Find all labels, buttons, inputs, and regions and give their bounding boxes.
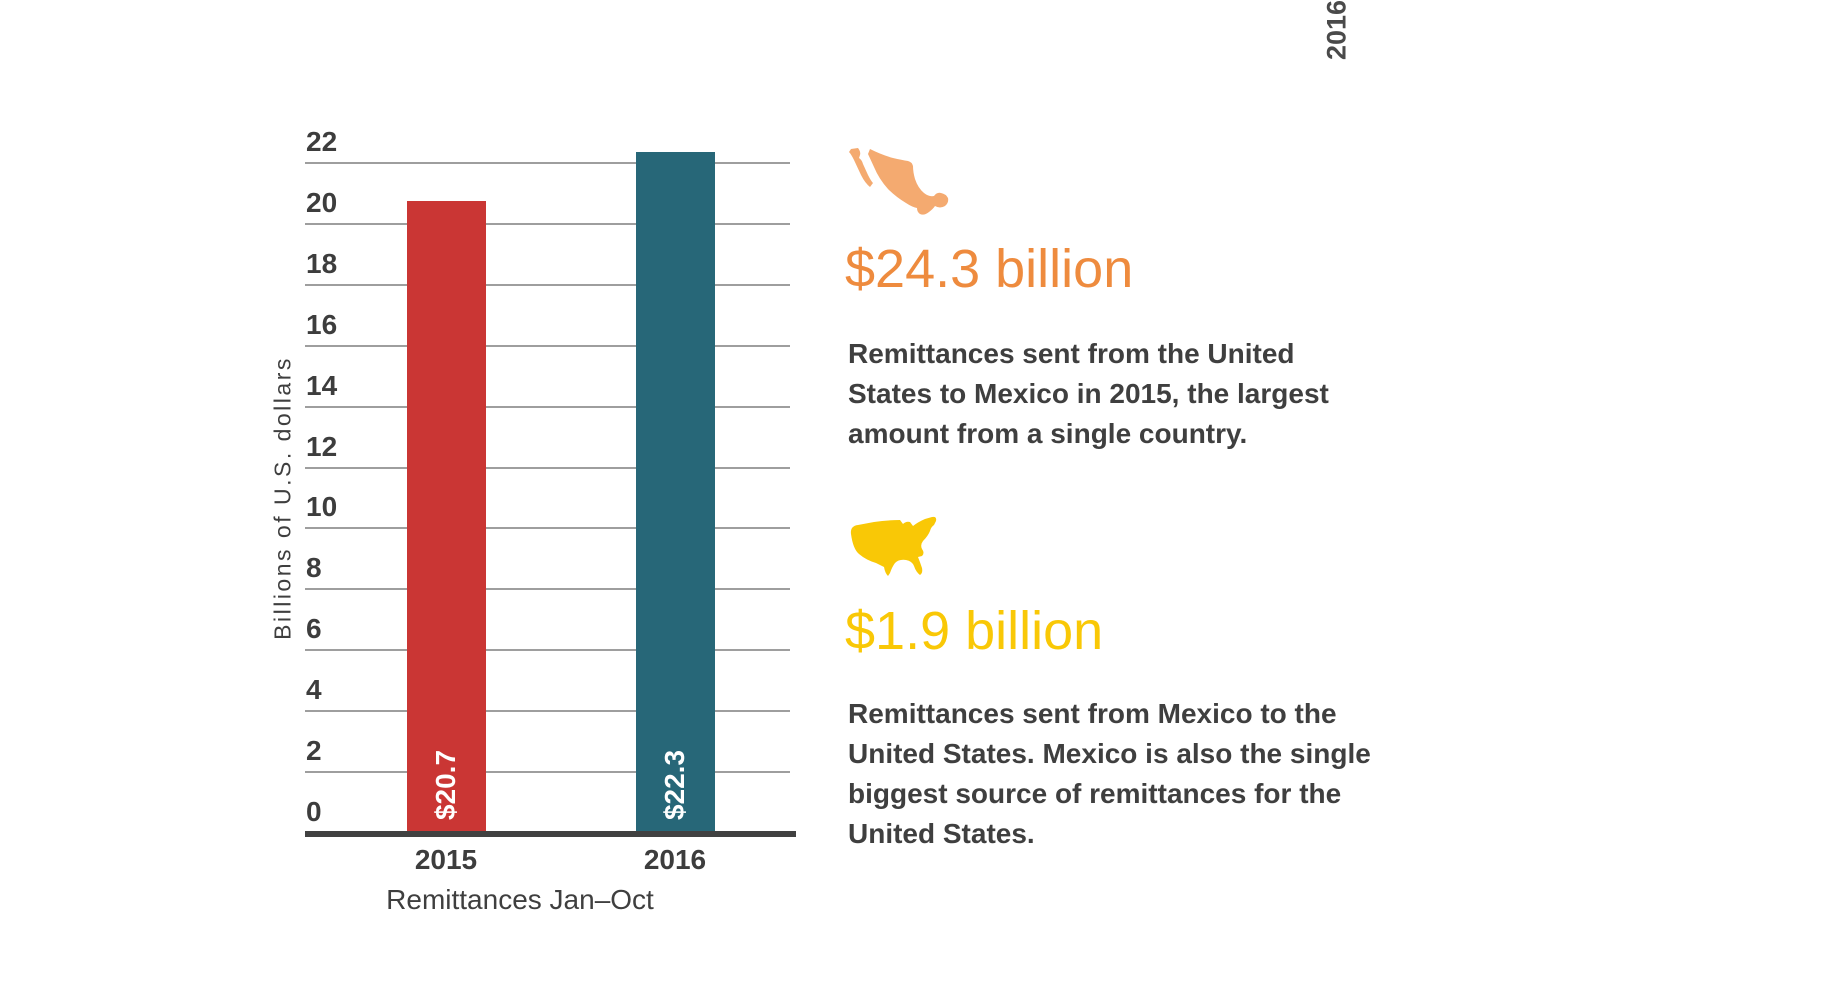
gridline [305, 588, 790, 591]
y-tick-label: 12 [306, 430, 338, 462]
gridline [305, 649, 790, 652]
y-tick-label: 22 [306, 126, 338, 157]
usa-remittance-headline: $1.9 billion [845, 601, 1104, 661]
mexico-map-icon [849, 148, 949, 215]
gridline [305, 344, 790, 347]
gridline [305, 527, 790, 530]
y-tick-label: 10 [306, 491, 338, 523]
gridline [305, 162, 790, 164]
mexico-remittance-description: Remittances sent from the United States … [848, 338, 1329, 449]
gridline [305, 405, 790, 408]
x-axis-baseline [305, 831, 796, 837]
usa-map-icon [850, 516, 937, 576]
mexico-map-shape [849, 148, 949, 215]
x-axis-title: Remittances Jan–Oct [386, 884, 654, 915]
bar-chart-plot-area: 0 2 4 6 8 10 12 14 16 18 20 22 $20.7 2015 $22.3 2016 [305, 127, 796, 875]
x-tick-label: 2016 [643, 844, 707, 875]
y-tick-label: 4 [306, 674, 322, 706]
mexico-remittance-headline: $24.3 billion [845, 239, 1134, 299]
gridline [305, 710, 790, 713]
usa-map-shape [850, 516, 937, 576]
y-tick-label: 18 [306, 247, 338, 279]
y-tick-label: 0 [306, 796, 322, 827]
x-tick-label: 2015 [414, 844, 478, 875]
bar-2016: $22.3 [635, 151, 715, 831]
gridline [305, 283, 790, 286]
bar-2015: $20.7 [406, 200, 486, 831]
gridline [305, 771, 790, 774]
y-tick-label: 16 [306, 308, 338, 340]
y-tick-label: 6 [306, 613, 322, 645]
y-tick-label: 14 [306, 369, 338, 401]
y-tick-label: 20 [306, 186, 338, 218]
gridline [305, 222, 790, 225]
corner-year-label: 2016 [1321, 0, 1352, 61]
y-axis-title: Billions of U.S. dollars [269, 356, 296, 640]
usa-remittance-description: Remittances sent from Mexico to the Unit… [848, 698, 1371, 849]
gridline [305, 466, 790, 469]
y-tick-label: 8 [306, 552, 322, 584]
y-tick-label: 2 [306, 735, 322, 767]
